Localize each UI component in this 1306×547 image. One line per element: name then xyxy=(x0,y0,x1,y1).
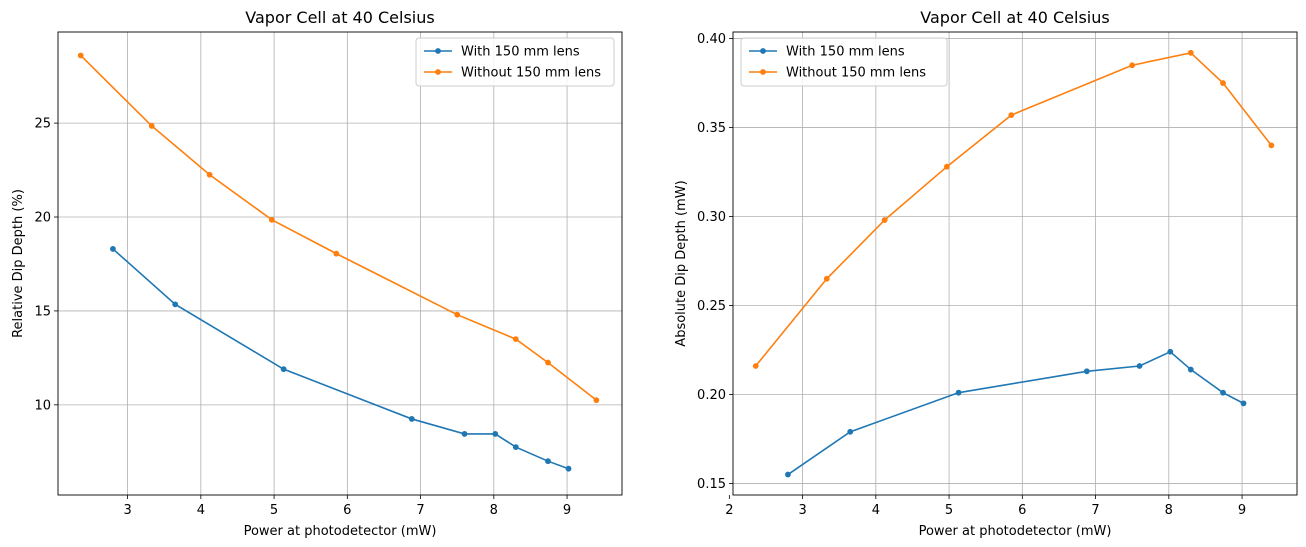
legend-label: Without 150 mm lens xyxy=(786,66,926,81)
legend-label: With 150 mm lens xyxy=(461,45,580,60)
data-point xyxy=(268,216,275,223)
legend-label: With 150 mm lens xyxy=(786,45,905,60)
data-point xyxy=(1240,400,1247,407)
x-tick-label: 6 xyxy=(343,503,351,518)
series-line-1 xyxy=(787,350,1244,476)
x-tick-label: 6 xyxy=(1018,503,1026,518)
x-tick-label: 4 xyxy=(197,503,205,518)
y-tick-label: 10 xyxy=(34,398,51,413)
legend-marker xyxy=(760,48,766,54)
data-point xyxy=(408,416,415,422)
data-point xyxy=(545,458,551,465)
series-line-2 xyxy=(80,54,597,401)
y-tick-label: 20 xyxy=(34,211,51,226)
data-point xyxy=(1167,348,1174,355)
series-line-2 xyxy=(755,51,1272,367)
x-tick-label: 8 xyxy=(490,503,498,518)
chart-title: Vapor Cell at 40 Celsius xyxy=(920,8,1109,27)
data-point xyxy=(565,465,572,472)
data-point xyxy=(545,359,551,366)
data-point xyxy=(461,431,468,437)
data-point xyxy=(172,301,179,308)
x-tick-label: 7 xyxy=(1091,503,1099,518)
plot-frame xyxy=(57,31,623,496)
x-tick-label: 3 xyxy=(798,503,806,518)
data-point xyxy=(785,471,791,478)
x-tick-label: 8 xyxy=(1165,503,1173,518)
x-tick-label: 9 xyxy=(563,503,571,518)
data-point xyxy=(1220,80,1226,86)
data-point xyxy=(1187,366,1194,373)
y-tick-label: 0.30 xyxy=(697,210,726,225)
chart-2: Vapor Cell at 40 Celsius 2 3 4 5 6 7 8 9 0.15 0.20… xyxy=(674,8,1298,539)
data-point xyxy=(881,217,888,223)
legend-marker xyxy=(435,69,441,75)
y-tick-label: 25 xyxy=(34,117,51,132)
plot-frame xyxy=(732,31,1298,496)
data-point xyxy=(454,311,461,318)
chart-title: Vapor Cell at 40 Celsius xyxy=(245,8,434,27)
y-tick-label: 0.35 xyxy=(697,121,726,136)
data-point xyxy=(1268,142,1275,149)
data-point xyxy=(1220,389,1226,396)
series-line-1 xyxy=(112,248,569,470)
y-tick-label: 15 xyxy=(34,304,51,319)
data-point xyxy=(280,366,287,373)
legend-label: Without 150 mm lens xyxy=(461,66,601,81)
data-point xyxy=(752,363,759,369)
x-tick-label: 4 xyxy=(872,503,880,518)
y-tick-label: 0.25 xyxy=(697,299,726,314)
chart-1: Vapor Cell at 40 Celsius 3 4 5 6 7 8 9 10 15 20 25 P… xyxy=(11,8,623,539)
legend-box xyxy=(415,37,615,87)
x-axis-label: Power at photodetector (mW) xyxy=(244,524,437,539)
data-point xyxy=(1129,62,1136,69)
data-point xyxy=(593,397,600,404)
y-tick-label: 0.40 xyxy=(697,32,726,47)
data-point xyxy=(206,171,213,178)
y-axis-label: Absolute Dip Depth (mW) xyxy=(674,180,689,346)
y-axis-label: Relative Dip Depth (%) xyxy=(11,189,26,338)
data-point xyxy=(1136,363,1143,369)
x-tick-label: 7 xyxy=(416,503,424,518)
legend-marker xyxy=(760,69,766,75)
legend-marker xyxy=(435,48,441,54)
data-point xyxy=(823,275,830,282)
y-tick-label: 0.20 xyxy=(697,388,726,403)
data-point xyxy=(847,428,854,435)
x-tick-label: 3 xyxy=(123,503,131,518)
x-tick-label: 5 xyxy=(270,503,278,518)
x-tick-label: 5 xyxy=(945,503,953,518)
data-point xyxy=(333,250,340,257)
data-point xyxy=(1083,368,1090,375)
x-axis-label: Power at photodetector (mW) xyxy=(919,524,1112,539)
legend-box xyxy=(740,37,948,87)
y-tick-label: 0.15 xyxy=(697,477,726,492)
data-point xyxy=(512,444,519,451)
data-point xyxy=(492,431,499,437)
data-point xyxy=(148,123,155,129)
data-point xyxy=(1187,49,1194,56)
x-tick-label: 9 xyxy=(1238,503,1246,518)
data-point xyxy=(1008,112,1015,118)
data-point xyxy=(77,52,84,59)
data-point xyxy=(943,163,950,170)
x-tick-label: 2 xyxy=(725,503,733,518)
data-point xyxy=(110,246,116,252)
data-point xyxy=(955,389,962,396)
data-point xyxy=(512,336,519,343)
